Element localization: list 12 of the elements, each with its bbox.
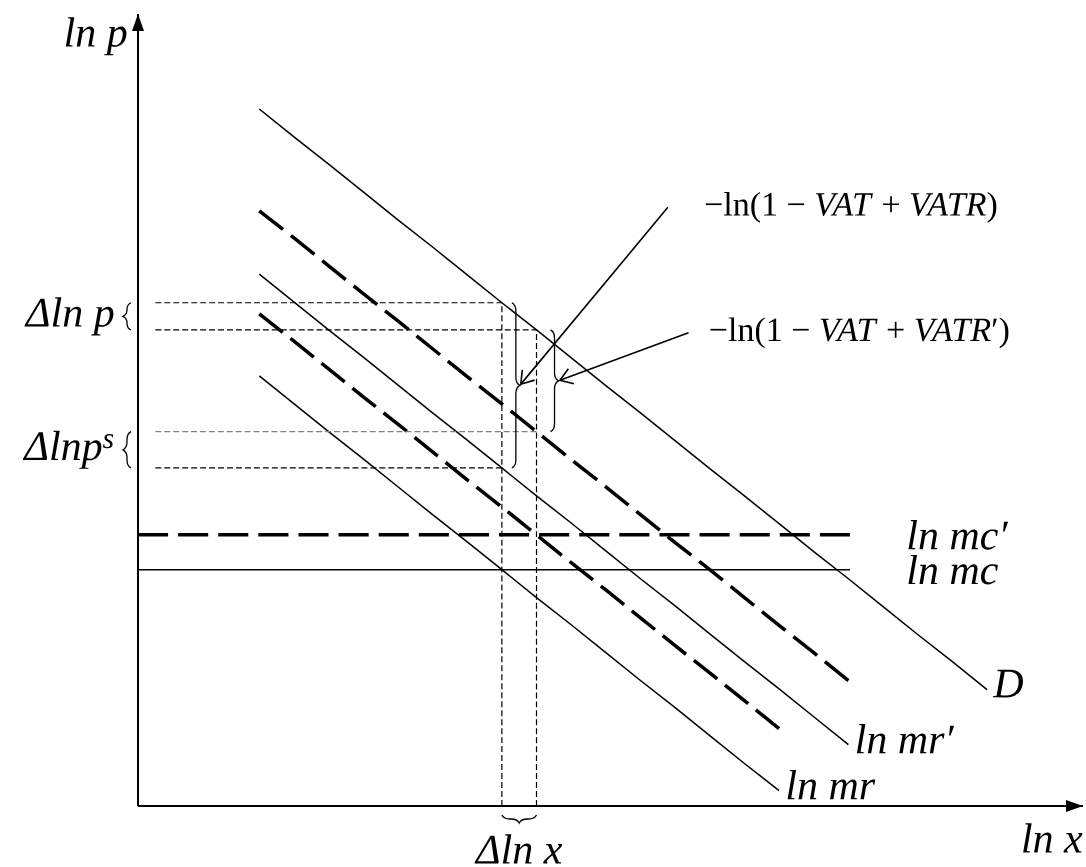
annotation: −ln(1 − VAT + VATR′) [710, 317, 1009, 349]
annotation: −ln(1 − VAT + VATR) [705, 191, 997, 223]
x-axis-title: ln x [1023, 823, 1083, 853]
series-label: ln mr′ [856, 724, 955, 754]
y-axis-title: ln p [65, 17, 127, 56]
series-label: ln mr [787, 770, 876, 800]
ref-line-label: ln mc′ [908, 520, 1009, 550]
text: Δln x [474, 834, 563, 864]
ref-line-label: ln mc [908, 554, 998, 585]
text: Δln p [24, 297, 114, 336]
text: Δlnp$^{s}$ [22, 430, 114, 469]
series-label: D [992, 669, 1023, 698]
